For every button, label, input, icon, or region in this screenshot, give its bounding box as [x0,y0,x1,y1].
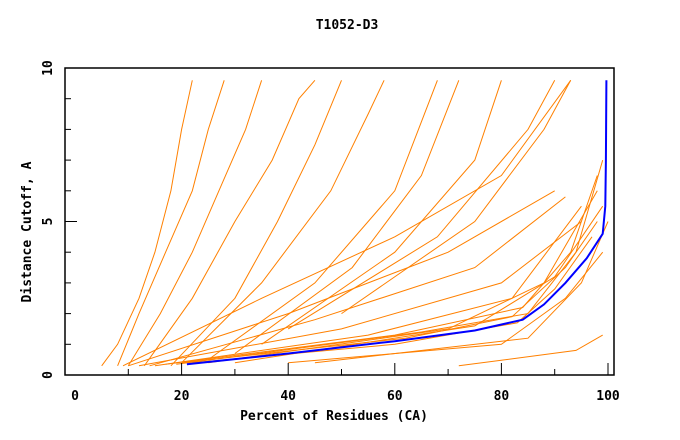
model-series-line [234,205,604,364]
model-series-line [149,196,566,367]
model-series-line [234,80,460,354]
y-axis-label: Distance Cutoff, A [20,161,35,302]
series-layer [101,79,609,367]
model-series-line [128,190,555,367]
model-series-line [208,190,598,364]
model-series-line [181,221,598,364]
model-series-line [192,236,593,364]
model-series-line [314,221,609,364]
x-tick-label: 0 [71,389,79,404]
x-tick-label: 60 [387,389,403,404]
model-series-line [122,80,572,367]
y-tick-label: 0 [41,371,56,379]
model-series-line [154,205,582,367]
model-series-line [117,80,225,366]
x-axis-label: Percent of Residues (CA) [240,409,428,424]
y-tick-label: 5 [41,218,56,226]
model-series-line [143,79,316,367]
tick-layer: 0 20 40 60 80 100 0 5 10 [41,60,620,404]
model-series-line [261,80,502,345]
x-tick-label: 40 [280,389,296,404]
model-series-line [170,80,342,367]
chart-title: T1052-D3 [316,18,379,33]
x-tick-label: 80 [494,389,510,404]
x-tick-label: 100 [596,389,620,404]
x-tick-label: 20 [174,389,190,404]
model-series-line [181,80,385,364]
model-series-line [458,334,603,367]
model-series-line [208,80,438,361]
model-series-line [287,80,556,330]
model-series-line [341,80,572,315]
model-series-line [127,80,263,367]
model-series-line [138,221,582,367]
y-tick-label: 10 [41,60,56,76]
highlight-series-line [186,80,608,366]
model-series-line [101,80,193,367]
